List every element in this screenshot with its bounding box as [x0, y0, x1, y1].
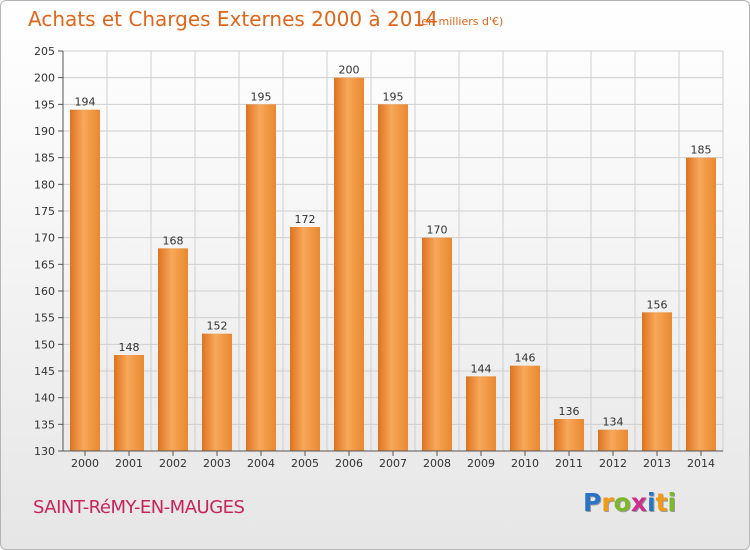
bar [510, 365, 540, 451]
x-tick-label: 2001 [115, 457, 143, 470]
data-label: 170 [427, 224, 448, 237]
bar [202, 333, 232, 451]
y-tick-label: 130 [34, 445, 55, 458]
logo-letter: i [647, 488, 656, 517]
bar [290, 227, 320, 451]
data-label: 148 [119, 341, 140, 354]
y-tick-label: 180 [34, 178, 55, 191]
x-tick-label: 2013 [643, 457, 671, 470]
bar [378, 104, 408, 451]
data-label: 134 [603, 416, 624, 429]
bar [598, 429, 628, 451]
data-label: 195 [383, 90, 404, 103]
logo-letter: r [601, 488, 614, 517]
bar [158, 248, 188, 451]
data-label: 172 [295, 213, 316, 226]
y-tick-label: 140 [34, 392, 55, 405]
x-tick-label: 2005 [291, 457, 319, 470]
x-tick-label: 2010 [511, 457, 539, 470]
x-tick-label: 2009 [467, 457, 495, 470]
data-label: 152 [207, 320, 228, 333]
data-label: 156 [647, 298, 668, 311]
data-label: 136 [559, 405, 580, 418]
logo-letter: o [613, 488, 631, 517]
bar [422, 237, 452, 451]
y-tick-label: 205 [34, 45, 55, 58]
y-tick-label: 150 [34, 338, 55, 351]
x-tick-label: 2011 [555, 457, 583, 470]
labels: 130 135 140 145 150 155 160 165 170 175 180 185 190 1… [34, 45, 715, 470]
x-tick-label: 2008 [423, 457, 451, 470]
bars [70, 77, 716, 452]
y-tick-label: 195 [34, 98, 55, 111]
x-tick-label: 2007 [379, 457, 407, 470]
logo-letter: t [655, 488, 668, 517]
data-label: 200 [339, 64, 360, 77]
y-tick-label: 160 [34, 285, 55, 298]
bar [114, 355, 144, 451]
x-tick-label: 2000 [71, 457, 99, 470]
x-tick-label: 2002 [159, 457, 187, 470]
data-label: 195 [251, 90, 272, 103]
y-tick-label: 170 [34, 232, 55, 245]
axes [58, 50, 723, 456]
y-tick-label: 175 [34, 205, 55, 218]
chart-title: Achats et Charges Externes 2000 à 2014 [28, 7, 438, 31]
logo-letter: x [630, 488, 647, 517]
y-tick-label: 165 [34, 258, 55, 271]
bar [686, 157, 716, 451]
x-tick-label: 2003 [203, 457, 231, 470]
commune-name: SAINT-RéMY-EN-MAUGES [33, 497, 245, 518]
y-tick-label: 190 [34, 125, 55, 138]
y-tick-label: 200 [34, 72, 55, 85]
proxiti-logo: Proxiti [583, 488, 676, 517]
x-tick-label: 2004 [247, 457, 275, 470]
bar [70, 109, 100, 452]
bar [554, 419, 584, 451]
chart-subtitle: (en milliers d'€) [417, 15, 504, 28]
y-tick-label: 185 [34, 152, 55, 165]
logo-letter: P [583, 488, 602, 517]
y-tick-label: 135 [34, 418, 55, 431]
data-label: 146 [515, 352, 536, 365]
bar [466, 376, 496, 451]
x-tick-label: 2014 [687, 457, 715, 470]
logo-letter: i [667, 488, 677, 517]
bar [334, 77, 364, 452]
x-tick-label: 2006 [335, 457, 363, 470]
data-label: 185 [691, 144, 712, 157]
y-tick-label: 155 [34, 312, 55, 325]
bar [246, 104, 276, 451]
data-label: 168 [163, 234, 184, 247]
data-label: 194 [75, 96, 96, 109]
y-tick-label: 145 [34, 365, 55, 378]
data-label: 144 [471, 362, 492, 375]
x-tick-label: 2012 [599, 457, 627, 470]
bar [642, 312, 672, 451]
